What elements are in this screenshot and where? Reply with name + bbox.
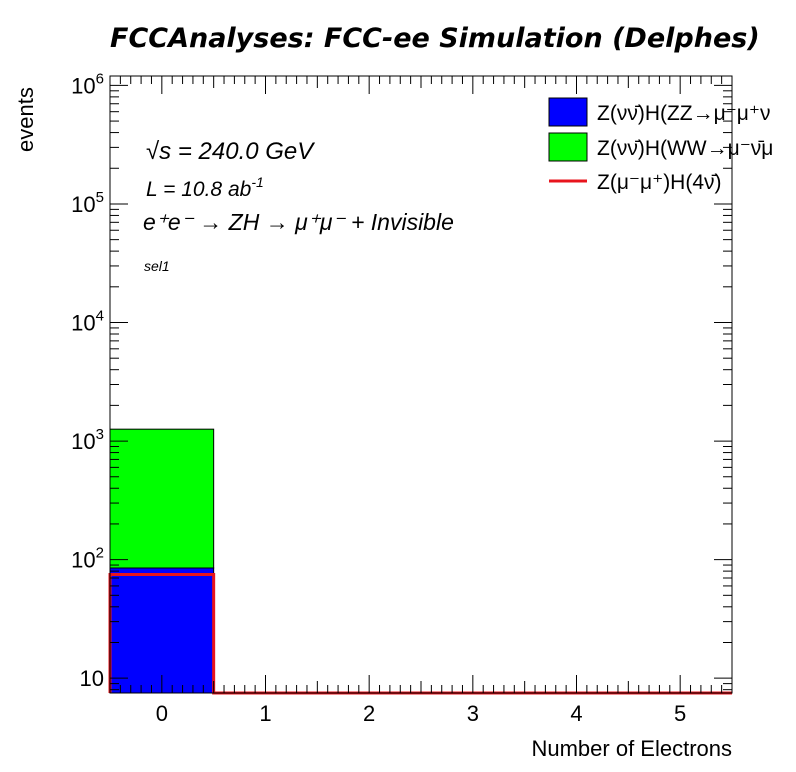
chart-title: FCCAnalyses: FCC-ee Simulation (Delphes) (110, 23, 760, 54)
y-tick-label: 102 (71, 545, 104, 573)
y-tick-base: 10 (71, 73, 95, 98)
y-tick-base: 10 (71, 429, 95, 454)
x-tick-label: 1 (259, 701, 271, 726)
legend-swatch (548, 132, 588, 162)
y-tick-exp: 6 (96, 70, 104, 87)
legend: Z(νν̄)H(ZZ→μ⁻μ⁺ν Z(νν̄)H(WW→μ⁻ν̄μ Z(μ⁻μ⁺)H… (548, 97, 773, 194)
annotation-process: e⁺e⁻ → ZH → μ⁺μ⁻ + Invisible (143, 209, 454, 235)
x-tick-label: 5 (674, 701, 686, 726)
y-tick-base: 10 (71, 311, 95, 336)
x-axis: 0 1 2 3 4 5 (109, 76, 733, 726)
annotation-selection: sel1 (144, 258, 170, 274)
y-tick-label: 103 (71, 426, 104, 454)
y-tick-base: 10 (71, 548, 95, 573)
y-axis-label: events (13, 87, 38, 152)
bar-zz-0 (109, 567, 215, 694)
y-tick-base: 10 (80, 666, 104, 691)
y-tick-exp: 3 (96, 426, 104, 443)
x-tick-label: 3 (467, 701, 479, 726)
y-tick-label: 104 (71, 308, 104, 336)
x-tick-label: 2 (363, 701, 375, 726)
annotation-luminosity: L = 10.8 ab-1 (146, 174, 264, 201)
annotation-sqrt-s: √s = 240.0 GeV (146, 138, 315, 165)
y-tick-label: 106 (71, 70, 104, 98)
legend-label: Z(μ⁻μ⁺)H(4ν̄) (597, 171, 722, 194)
y-tick-label: 105 (71, 189, 104, 217)
plot-area (108, 428, 732, 695)
legend-label: Z(νν̄)H(WW→μ⁻ν̄μ (597, 137, 773, 160)
y-tick-exp: 4 (96, 308, 104, 325)
y-tick-base: 10 (71, 192, 95, 217)
bar-ww-0 (109, 428, 215, 569)
annotation-luminosity-exp: -1 (251, 174, 263, 190)
x-tick-label: 0 (156, 701, 168, 726)
legend-label: Z(νν̄)H(ZZ→μ⁻μ⁺ν (597, 102, 771, 125)
x-tick-label: 4 (570, 701, 582, 726)
x-axis-label: Number of Electrons (531, 736, 732, 761)
y-tick-exp: 5 (96, 189, 104, 206)
legend-swatch (548, 97, 588, 127)
y-tick-label: 10 (80, 666, 104, 691)
y-tick-exp: 2 (96, 545, 104, 562)
annotation-luminosity-text: L = 10.8 ab (146, 178, 252, 201)
